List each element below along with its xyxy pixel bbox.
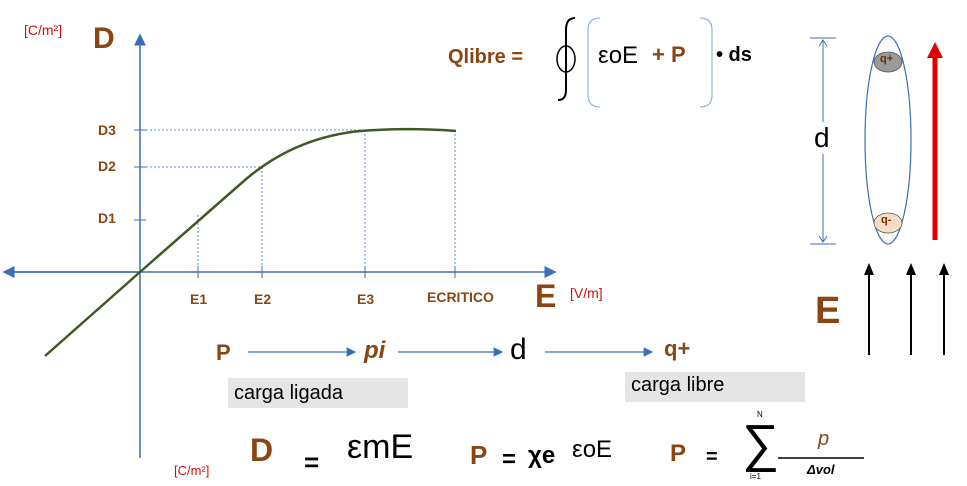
carga-libre-box: carga libre [625,372,805,402]
eq-equals-2: = [502,446,517,473]
tick-label-ecritico: ECRITICO [427,289,494,305]
guide-lines [146,129,456,266]
charge-negative-icon [873,212,903,234]
eq-p: P [470,440,488,470]
dipole-d-label: d [812,122,832,154]
e-field-label: E [815,290,841,332]
y-axis-label: D [93,22,115,55]
ds-term: • ds [716,44,752,66]
e-field-arrows [868,270,945,355]
tick-label-d1: D1 [98,210,116,226]
frac-numerator: p [818,428,830,450]
charge-positive-icon [873,51,903,73]
tick-label-e3: E3 [357,291,375,307]
sum-lower: i=1 [750,472,761,481]
chain-p: P [216,340,231,365]
tick-label-d3: D3 [98,122,116,138]
integral-icon [557,17,576,101]
bracket-right [699,17,713,108]
integral-ring-icon [556,45,576,73]
bottom-unit-label: [C/m²] [174,463,210,478]
chain-pi: pi [364,337,386,364]
eq-p-sum: P [670,440,687,467]
plus-p-term: + P [652,42,686,67]
chain-q-plus: q+ [664,336,691,361]
epsilon-e-term: εoE [598,42,639,69]
sum-icon: ∑ [742,415,780,473]
q-plus-label: q+ [880,53,894,65]
eq-epsilon-m: εmE [347,428,414,466]
q-libre-lhs: Qlibre = [448,46,524,68]
carga-libre-label: carga libre [631,374,725,396]
carga-ligada-label: carga ligada [234,382,343,404]
tick-label-e2: E2 [254,291,272,307]
eq-equals-1: = [304,447,320,477]
sum-upper: N [757,410,763,419]
eq-equals-3: = [706,446,718,468]
q-minus-label: q- [881,214,892,226]
tick-label-d2: D2 [98,158,116,174]
eq-d: D [250,432,274,468]
dipole-ellipse [864,35,912,245]
x-axis-label: E [535,278,557,314]
eq-chi: χe [528,442,556,469]
y-unit-label: [C/m²] [24,22,63,38]
x-unit-label: [V/m] [570,285,603,301]
tick-label-e1: E1 [190,291,208,307]
bracket-left [587,17,601,108]
eq-epsilon-e: εoE [572,436,613,463]
chain-d: d [510,333,527,366]
carga-ligada-box: carga ligada [228,378,408,408]
d-vs-e-curve [44,127,457,357]
frac-denominator: Δvol [807,462,835,477]
